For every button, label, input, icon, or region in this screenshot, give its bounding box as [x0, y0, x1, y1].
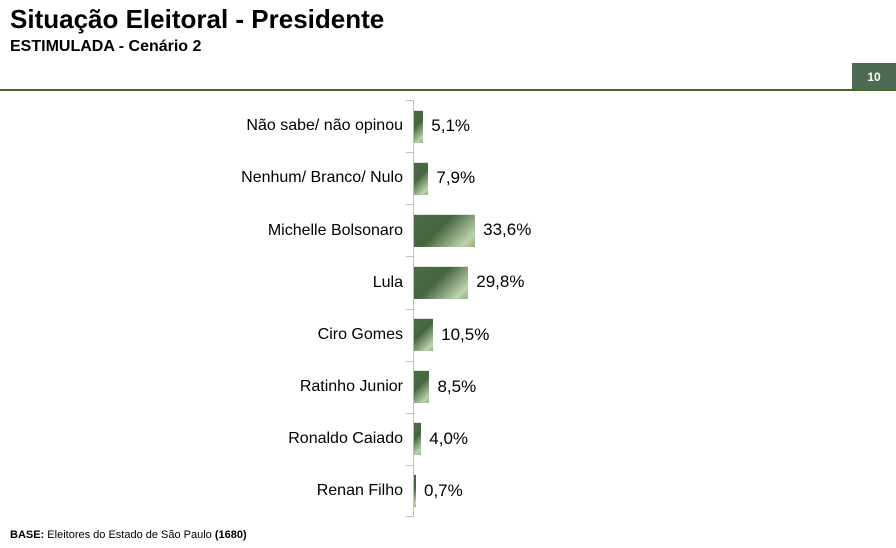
axis-tick — [406, 413, 413, 414]
base-note: BASE: Eleitores do Estado de São Paulo (… — [10, 529, 247, 541]
chart-row: Nenhum/ Branco/ Nulo 7,9% — [0, 152, 896, 204]
category-label: Nenhum/ Branco/ Nulo — [241, 169, 403, 187]
value-label: 4,0% — [429, 428, 469, 448]
chart-row: Ratinho Junior 8,5% — [0, 361, 896, 413]
bar — [414, 370, 430, 404]
chart-row: Michelle Bolsonaro 33,6% — [0, 204, 896, 256]
category-label: Renan Filho — [316, 482, 403, 500]
bar — [414, 318, 434, 352]
value-label: 8,5% — [437, 376, 477, 396]
category-label: Ronaldo Caiado — [288, 430, 403, 448]
bar — [414, 213, 476, 247]
category-label: Lula — [372, 273, 403, 291]
bar — [414, 422, 422, 456]
value-label: 10,5% — [441, 324, 490, 344]
header-divider — [0, 89, 896, 91]
base-count: (1680) — [214, 529, 247, 541]
page-number-badge: 10 — [852, 63, 896, 90]
page-number: 10 — [867, 69, 881, 84]
axis-tick — [406, 204, 413, 205]
axis-tick — [406, 100, 413, 101]
category-label: Ciro Gomes — [317, 325, 403, 343]
axis-tick — [406, 361, 413, 362]
page-subtitle: ESTIMULADA - Cenário 2 — [10, 38, 202, 55]
bar — [414, 109, 424, 143]
base-text: Eleitores do Estado de São Paulo — [47, 529, 212, 541]
axis-tick — [406, 465, 413, 466]
base-label: BASE: — [10, 529, 45, 541]
axis-tick — [406, 516, 413, 517]
page-title: Situação Eleitoral - Presidente — [10, 4, 385, 34]
value-label: 7,9% — [436, 168, 476, 188]
chart-row: Ronaldo Caiado 4,0% — [0, 413, 896, 465]
value-label: 0,7% — [424, 480, 463, 500]
axis-tick — [406, 256, 413, 257]
axis-tick — [406, 309, 413, 310]
chart-row: Não sabe/ não opinou 5,1% — [0, 100, 896, 152]
value-label: 29,8% — [476, 272, 525, 292]
bar — [414, 161, 429, 195]
axis-tick — [406, 152, 413, 153]
value-label: 5,1% — [431, 116, 471, 136]
bar — [414, 265, 469, 299]
category-label: Michelle Bolsonaro — [267, 221, 403, 239]
category-axis-line — [413, 100, 414, 517]
bar-chart: Não sabe/ não opinou 5,1% Nenhum/ Branco/ … — [0, 100, 896, 517]
category-label: Ratinho Junior — [299, 377, 403, 395]
chart-row: Lula 29,8% — [0, 256, 896, 308]
category-label: Não sabe/ não opinou — [246, 117, 403, 135]
chart-row: Renan Filho 0,7% — [0, 465, 896, 517]
chart-row: Ciro Gomes 10,5% — [0, 309, 896, 361]
value-label: 33,6% — [483, 220, 532, 240]
bar — [414, 474, 416, 508]
